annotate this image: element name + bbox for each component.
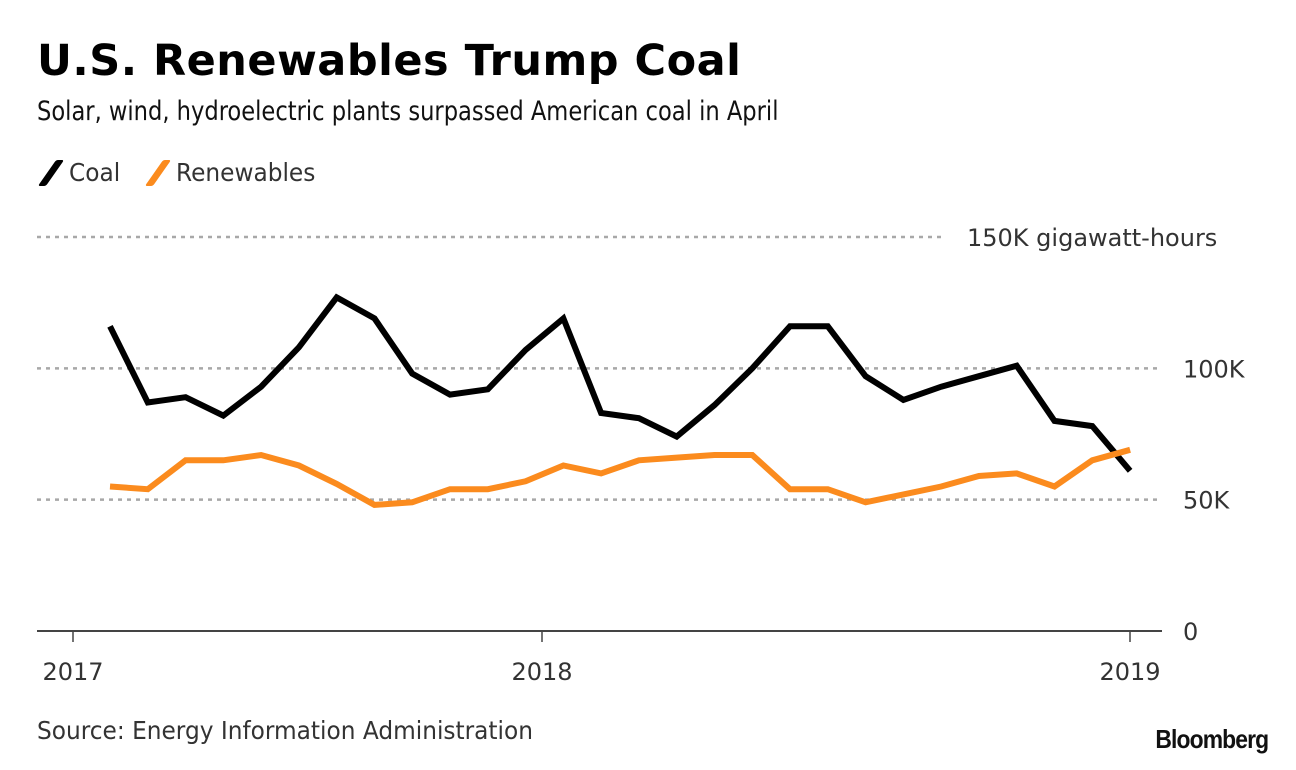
y-tick-label: 0 [1183, 618, 1198, 646]
legend: Coal Renewables [37, 158, 346, 187]
source-note: Source: Energy Information Administratio… [37, 716, 533, 745]
chart-subtitle: Solar, wind, hydroelectric plants surpas… [37, 96, 779, 127]
legend-label-coal: Coal [69, 158, 121, 187]
x-tick-label: 2019 [1099, 658, 1160, 686]
legend-label-renewables: Renewables [176, 158, 316, 187]
legend-item-coal: Coal [37, 158, 124, 187]
legend-item-renewables: Renewables [144, 158, 326, 187]
bloomberg-logo: Bloomberg [1155, 724, 1269, 754]
series-line-coal [107, 293, 1133, 473]
series-line-renewables [109, 446, 1131, 508]
x-tick-label: 2018 [511, 658, 572, 686]
y-tick-label: 50K [1183, 487, 1231, 515]
y-tick-label: 100K [1183, 355, 1246, 383]
chart-title: U.S. Renewables Trump Coal [37, 36, 742, 86]
x-tick-label: 2017 [42, 658, 103, 686]
y-tick-label: 150K gigawatt-hours [967, 224, 1217, 252]
